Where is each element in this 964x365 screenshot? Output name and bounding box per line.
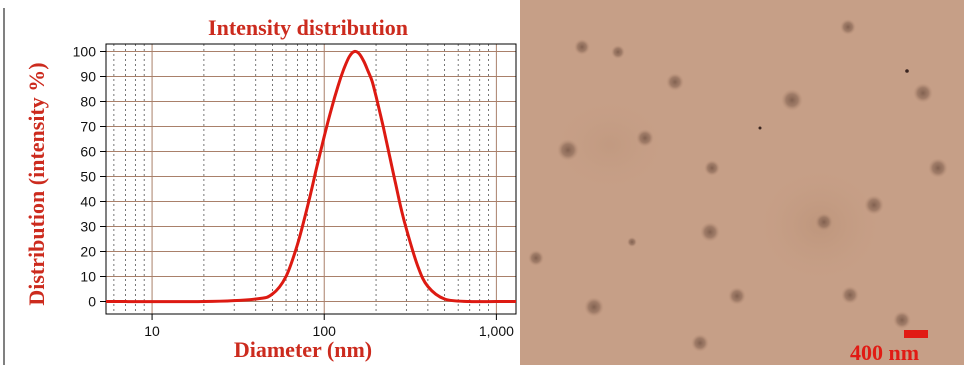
nanoparticle <box>611 45 625 59</box>
y-axis-label: Distribution (intensity %) <box>24 62 49 305</box>
nanoparticle <box>700 222 720 242</box>
y-tick-label: 20 <box>80 244 96 260</box>
nanoparticle <box>840 19 856 35</box>
tem-image: 400 nm <box>520 0 964 365</box>
nanoparticle <box>584 297 604 317</box>
nanoparticle <box>574 39 590 55</box>
series-group <box>105 49 516 304</box>
nanoparticle <box>704 160 720 176</box>
x-tick-label: 10 <box>144 323 160 339</box>
tem-haze <box>555 100 665 190</box>
nanoparticle <box>815 213 833 231</box>
nanoparticle <box>864 195 884 215</box>
nanoparticle <box>666 73 684 91</box>
y-tick-label: 80 <box>80 94 96 110</box>
series-line <box>105 49 516 304</box>
nanoparticle <box>691 334 709 352</box>
nanoparticle <box>636 129 654 147</box>
dark-speck <box>758 126 762 130</box>
nanoparticle <box>928 158 948 178</box>
nanoparticle <box>557 139 579 161</box>
y-tick-label: 30 <box>80 219 96 235</box>
x-tick-label: 1,000 <box>479 323 514 339</box>
y-tick-label: 50 <box>80 169 96 185</box>
intensity-distribution-chart: 0 10 20 30 40 50 60 70 80 90 100 10 100 1,000 Intensi… <box>0 0 520 365</box>
nanoparticles <box>528 19 948 352</box>
x-axis-label: Diameter (nm) <box>234 337 372 362</box>
nanoparticle <box>728 287 746 305</box>
x-tick-label: 100 <box>313 323 337 339</box>
nanoparticle <box>913 83 933 103</box>
plot-frame <box>105 43 517 315</box>
nanoparticle <box>528 250 544 266</box>
axis-ticks: 0 10 20 30 40 50 60 70 80 90 100 10 100 1,000 <box>73 44 514 340</box>
scale-bar <box>904 330 928 338</box>
nanoparticle <box>627 237 637 247</box>
chart-title: Intensity distribution <box>208 15 408 40</box>
y-tick-label: 10 <box>80 269 96 285</box>
y-tick-label: 70 <box>80 119 96 135</box>
y-tick-label: 100 <box>73 44 97 60</box>
y-tick-label: 40 <box>80 194 96 210</box>
nanoparticle <box>781 89 803 111</box>
y-tick-label: 90 <box>80 69 96 85</box>
nanoparticle <box>893 311 911 329</box>
scale-bar-label: 400 nm <box>850 340 919 365</box>
y-tick-label: 0 <box>88 294 96 310</box>
nanoparticle <box>841 286 859 304</box>
chart-background <box>0 0 520 365</box>
chart-grid <box>106 44 516 314</box>
dark-speck <box>905 69 909 73</box>
y-tick-label: 60 <box>80 144 96 160</box>
tem-micrograph: 400 nm <box>520 0 964 365</box>
